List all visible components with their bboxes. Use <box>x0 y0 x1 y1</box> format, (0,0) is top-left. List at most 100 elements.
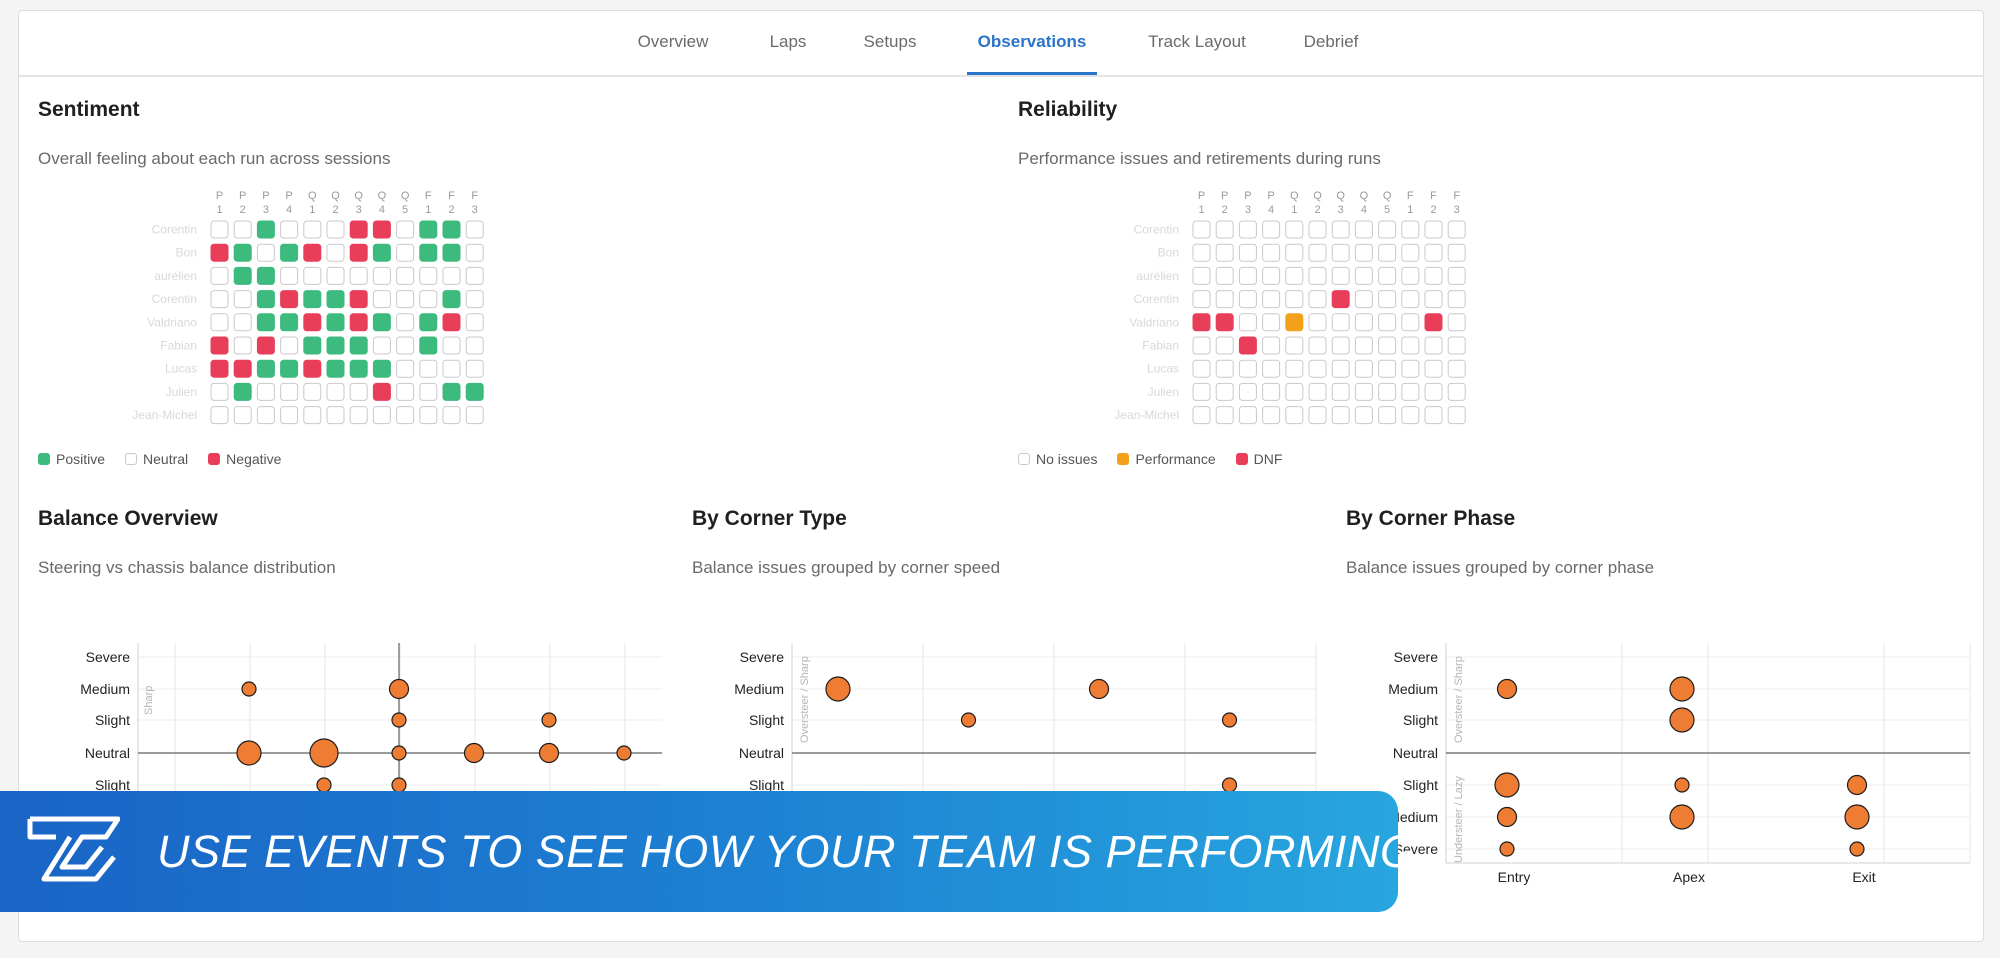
sentiment-cell <box>442 243 461 262</box>
observations-app: Overview Laps Setups Observations Track … <box>18 10 1984 942</box>
reliability-cell <box>1354 313 1373 332</box>
reliability-cell <box>1215 406 1234 425</box>
reliability-cell <box>1378 382 1397 401</box>
reliability-cell <box>1238 336 1257 355</box>
data-bubble <box>309 738 339 768</box>
tab-track-layout[interactable]: Track Layout <box>1148 32 1246 51</box>
reliability-cell <box>1331 290 1350 309</box>
y-axis-title-top: Oversteer / Sharp <box>799 656 811 743</box>
reliability-cell <box>1215 382 1234 401</box>
sentiment-row-label: Corentin <box>152 292 197 306</box>
reliability-cell <box>1308 382 1327 401</box>
tab-debrief[interactable]: Debrief <box>1303 32 1359 51</box>
reliability-cell <box>1354 406 1373 425</box>
tab-overview[interactable]: Overview <box>637 32 709 51</box>
legend-label: No issues <box>1036 451 1098 467</box>
reliability-cell <box>1215 220 1234 239</box>
reliability-cell <box>1447 266 1466 285</box>
sentiment-cell <box>419 382 438 401</box>
sentiment-cell <box>396 290 415 309</box>
corner-phase-chart: Severe Medium Slight Neutral Slight Medium Sev… <box>1388 643 1971 885</box>
reliability-cell <box>1447 243 1466 262</box>
sentiment-col-number: 2 <box>448 204 454 216</box>
sentiment-cell <box>372 336 391 355</box>
sentiment-cell <box>210 313 229 332</box>
sentiment-col-letter: Q <box>401 190 410 202</box>
sentiment-cell <box>256 243 275 262</box>
sentiment-cell <box>233 336 252 355</box>
sentiment-cell <box>280 359 299 378</box>
sentiment-col-letter: Q <box>378 190 387 202</box>
reliability-col-number: 2 <box>1314 204 1320 216</box>
reliability-row-label: aurélien <box>1136 269 1179 283</box>
tab-observations[interactable]: Observations <box>967 11 1097 75</box>
reliability-cell <box>1424 290 1443 309</box>
reliability-cell <box>1424 243 1443 262</box>
sentiment-cell <box>233 220 252 239</box>
reliability-cell <box>1215 359 1234 378</box>
active-tab-indicator <box>967 72 1097 75</box>
data-bubble <box>541 712 557 728</box>
reliability-cell <box>1331 359 1350 378</box>
sentiment-cell <box>349 382 368 401</box>
reliability-cell <box>1285 359 1304 378</box>
sentiment-col-number: 2 <box>332 204 338 216</box>
sentiment-cell <box>419 359 438 378</box>
data-bubble <box>1088 678 1110 700</box>
sentiment-cell <box>372 313 391 332</box>
sentiment-cell <box>326 406 345 425</box>
tab-laps[interactable]: Laps <box>769 32 807 51</box>
reliability-col-number: 4 <box>1268 204 1274 216</box>
sentiment-cell <box>303 336 322 355</box>
reliability-cell <box>1331 266 1350 285</box>
sentiment-cell <box>303 243 322 262</box>
reliability-cell <box>1238 359 1257 378</box>
reliability-cell <box>1285 313 1304 332</box>
data-bubble <box>1494 772 1520 798</box>
reliability-cell <box>1192 406 1211 425</box>
data-bubble <box>388 678 410 700</box>
reliability-cell <box>1354 382 1373 401</box>
sentiment-cell <box>210 290 229 309</box>
data-bubble <box>1849 841 1865 857</box>
sentiment-col-number: 2 <box>240 204 246 216</box>
reliability-col-number: 3 <box>1245 204 1251 216</box>
reliability-row-label: Lucas <box>1147 362 1179 376</box>
reliability-col-number: 5 <box>1384 204 1390 216</box>
reliability-cell <box>1378 243 1397 262</box>
data-bubble <box>1221 712 1238 728</box>
tab-setups[interactable]: Setups <box>863 32 917 51</box>
y-tick-label: Neutral <box>85 745 130 761</box>
data-bubble <box>1669 707 1695 733</box>
sentiment-cell <box>465 382 484 401</box>
reliability-cell <box>1378 359 1397 378</box>
sentiment-cell <box>326 266 345 285</box>
data-bubble <box>1844 804 1870 830</box>
reliability-col-letter: P <box>1221 190 1228 202</box>
sentiment-cell <box>372 266 391 285</box>
reliability-cell <box>1378 290 1397 309</box>
sentiment-cell <box>210 220 229 239</box>
legend-label: Negative <box>226 451 282 467</box>
reliability-col-letter: P <box>1198 190 1205 202</box>
reliability-cell <box>1215 313 1234 332</box>
reliability-cell <box>1401 406 1420 425</box>
data-bubble <box>391 712 407 728</box>
sentiment-cell <box>256 406 275 425</box>
y-axis-title: Sharp <box>143 686 155 715</box>
sentiment-col-letter: Q <box>331 190 340 202</box>
reliability-cell <box>1424 406 1443 425</box>
sentiment-cell <box>396 220 415 239</box>
y-tick-label: Slight <box>749 712 784 728</box>
reliability-cell <box>1262 406 1281 425</box>
sentiment-cell <box>233 359 252 378</box>
legend-item-positive: Positive <box>38 451 105 467</box>
sentiment-cell <box>233 290 252 309</box>
reliability-cell <box>1215 336 1234 355</box>
sentiment-cell <box>326 290 345 309</box>
reliability-row-label: Valdriano <box>1129 315 1179 329</box>
reliability-col-letter: Q <box>1383 190 1392 202</box>
sentiment-cell <box>210 359 229 378</box>
sentiment-cell <box>210 406 229 425</box>
sentiment-col-number: 4 <box>379 204 385 216</box>
